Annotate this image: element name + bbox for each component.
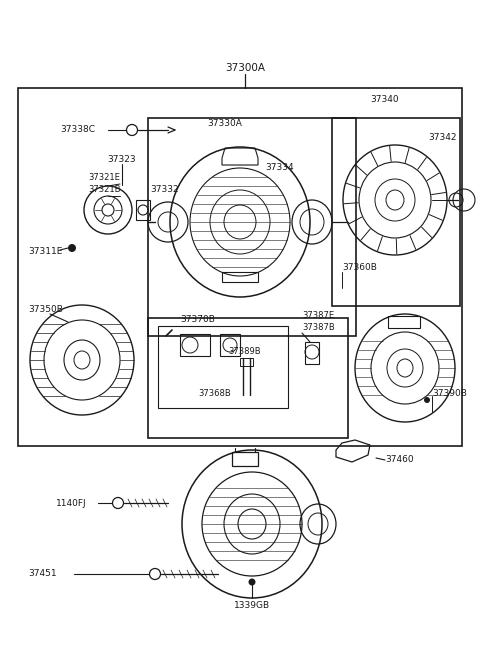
- Text: 37332: 37332: [150, 185, 179, 194]
- Text: 37340: 37340: [370, 95, 398, 104]
- Text: 37311E: 37311E: [28, 248, 62, 256]
- Text: 37342: 37342: [428, 133, 456, 143]
- Text: 37323: 37323: [108, 156, 136, 164]
- Text: 1339GB: 1339GB: [234, 602, 270, 610]
- Bar: [180, 334, 210, 356]
- Text: 37460: 37460: [385, 455, 414, 464]
- Text: 37321B: 37321B: [88, 185, 120, 194]
- Text: 37387B: 37387B: [302, 323, 335, 332]
- Text: 37330A: 37330A: [207, 118, 242, 127]
- Bar: [148, 318, 348, 438]
- Text: 37389B: 37389B: [228, 348, 261, 357]
- Bar: [305, 342, 319, 364]
- Bar: [232, 452, 258, 466]
- Circle shape: [68, 244, 76, 252]
- Circle shape: [249, 579, 255, 585]
- Text: 37338C: 37338C: [60, 125, 95, 135]
- Text: 37390B: 37390B: [432, 388, 467, 397]
- Bar: [240, 358, 253, 366]
- Bar: [220, 334, 240, 356]
- Text: 37360B: 37360B: [342, 263, 377, 273]
- Text: 37387E: 37387E: [302, 311, 334, 319]
- Text: 37370B: 37370B: [180, 315, 215, 325]
- Bar: [158, 326, 288, 408]
- Text: 37368B: 37368B: [199, 390, 231, 399]
- Bar: [148, 118, 356, 336]
- Bar: [388, 316, 420, 328]
- Text: 37350B: 37350B: [28, 306, 63, 315]
- Bar: [332, 118, 460, 306]
- Text: 1140FJ: 1140FJ: [56, 499, 86, 507]
- Text: 37334: 37334: [266, 162, 294, 171]
- Bar: [18, 88, 462, 446]
- Bar: [136, 200, 150, 220]
- Circle shape: [424, 397, 430, 403]
- Text: 37321E: 37321E: [88, 173, 120, 183]
- Text: 37451: 37451: [28, 570, 57, 579]
- Text: 37300A: 37300A: [225, 63, 265, 73]
